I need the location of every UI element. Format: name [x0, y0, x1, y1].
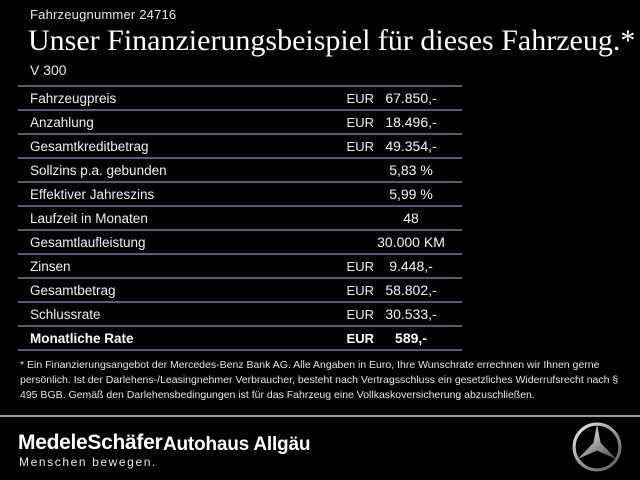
table-row: Laufzeit in Monaten 48	[18, 205, 462, 229]
footer-divider	[0, 415, 640, 417]
row-currency: EUR	[346, 114, 374, 130]
row-value: 5,83 %	[389, 162, 433, 178]
legal-footnote: * Ein Finanzierungsangebot der Mercedes-…	[20, 359, 619, 401]
row-value: 49.354,-	[385, 138, 437, 154]
table-row: Schlussrate EUR 30.533,-	[18, 301, 462, 325]
dealer-logo-medeleschaefer: MedeleSchäfer	[18, 431, 163, 454]
row-value: 9.448,-	[389, 258, 433, 274]
row-label: Gesamtbetrag	[30, 282, 116, 298]
table-row: Gesamtkreditbetrag EUR 49.354,-	[18, 133, 462, 157]
row-value: 48	[403, 210, 419, 226]
dealer-tagline: Menschen bewegen.	[19, 455, 157, 469]
mercedes-star-icon	[572, 422, 622, 472]
row-label: Anzahlung	[30, 114, 94, 130]
row-value: 67.850,-	[385, 90, 437, 106]
table-row: Anzahlung EUR 18.496,-	[18, 109, 462, 133]
row-value: 5,99 %	[389, 186, 433, 202]
row-label: Effektiver Jahreszins	[30, 186, 155, 202]
vehicle-number: Fahrzeugnummer 24716	[30, 7, 177, 22]
row-currency: EUR	[346, 258, 374, 274]
row-currency: EUR	[346, 138, 374, 154]
row-label: Fahrzeugpreis	[30, 90, 117, 106]
dealer-logo-autohaus-allgaeu: Autohaus Allgäu	[163, 434, 311, 455]
model-name: V 300	[30, 62, 67, 78]
table-row: Sollzins p.a. gebunden 5,83 %	[18, 157, 462, 181]
table-row: Gesamtlaufleistung 30.000 KM	[18, 229, 462, 253]
row-currency: EUR	[346, 306, 374, 322]
row-label: Gesamtkreditbetrag	[30, 138, 149, 154]
table-row: Effektiver Jahreszins 5,99 %	[18, 181, 462, 205]
row-currency: EUR	[346, 330, 374, 346]
financing-table: Fahrzeugpreis EUR 67.850,- Anzahlung EUR…	[18, 85, 462, 351]
row-currency: EUR	[346, 282, 374, 298]
row-value: 30.000 KM	[377, 234, 445, 250]
row-value: 30.533,-	[385, 306, 437, 322]
row-label: Gesamtlaufleistung	[30, 234, 146, 250]
row-label: Sollzins p.a. gebunden	[30, 162, 167, 178]
table-row: Gesamtbetrag EUR 58.802,-	[18, 277, 462, 301]
table-row-monthly-rate: Monatliche Rate EUR 589,-	[18, 325, 462, 349]
row-label: Schlussrate	[30, 306, 101, 322]
table-row: Zinsen EUR 9.448,-	[18, 253, 462, 277]
row-label: Zinsen	[30, 258, 71, 274]
row-value: 18.496,-	[385, 114, 437, 130]
row-label: Laufzeit in Monaten	[30, 210, 148, 226]
table-row: Fahrzeugpreis EUR 67.850,-	[18, 85, 462, 109]
row-label: Monatliche Rate	[30, 330, 134, 346]
row-value: 589,-	[395, 330, 427, 346]
row-currency: EUR	[346, 90, 374, 106]
page-title: Unser Finanzierungsbeispiel für dieses F…	[28, 24, 636, 57]
row-value: 58.802,-	[385, 282, 437, 298]
